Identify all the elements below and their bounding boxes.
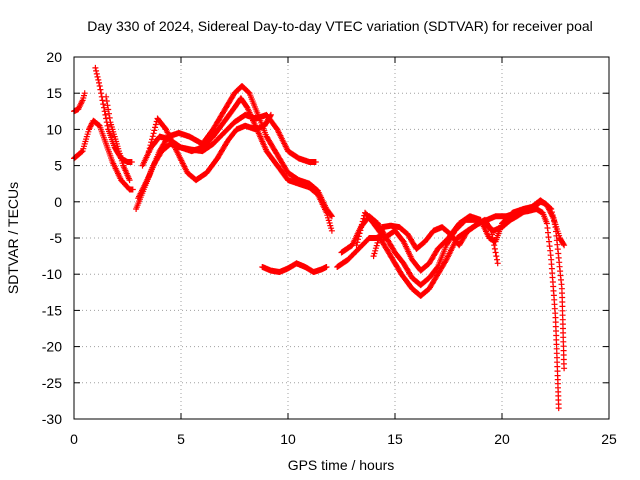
plot-frame (73, 56, 610, 420)
series-markers (259, 260, 330, 275)
y-tick-labels: 20 15 10 5 0 -5 -10 -15 -20 -25 -30 (42, 49, 62, 427)
series-markers (103, 93, 133, 184)
y-tick-label: 20 (46, 49, 62, 65)
x-axis-label: GPS time / hours (288, 457, 395, 473)
series-markers (145, 111, 274, 184)
x-tick-labels: 0 5 10 15 20 25 (70, 431, 617, 447)
y-tick-label: -25 (42, 375, 62, 391)
chart-title: Day 330 of 2024, Sidereal Day-to-day VTE… (87, 18, 593, 34)
y-tick-label: -15 (42, 302, 62, 318)
series-track-h (145, 111, 274, 184)
grid-lines (74, 57, 609, 419)
series-track-f (135, 83, 335, 220)
series-markers (135, 83, 335, 220)
y-tick-label: 0 (54, 194, 62, 210)
x-tick-label: 5 (177, 431, 185, 447)
y-tick-label: -10 (42, 266, 62, 282)
series-track-m (370, 216, 501, 267)
y-tick-label: 15 (46, 85, 62, 101)
y-tick-label: -5 (50, 230, 63, 246)
x-tick-label: 20 (494, 431, 510, 447)
series-track-c (92, 64, 135, 165)
x-tick-label: 15 (387, 431, 403, 447)
series-track-i (259, 260, 330, 275)
series-markers (370, 216, 501, 267)
data-series (71, 64, 568, 412)
series-markers (92, 64, 135, 165)
series-markers (139, 111, 319, 169)
y-tick-label: -30 (42, 411, 62, 427)
series-track-d (103, 93, 133, 184)
x-tick-label: 25 (601, 431, 617, 447)
y-tick-label: -20 (42, 339, 62, 355)
x-tick-label: 0 (70, 431, 78, 447)
series-track-g (139, 111, 319, 169)
y-tick-label: 10 (46, 121, 62, 137)
x-tick-label: 10 (280, 431, 296, 447)
y-axis-label: SDTVAR / TECUs (5, 182, 21, 294)
y-tick-label: 5 (54, 158, 62, 174)
series-track-e (133, 95, 335, 234)
series-markers (133, 95, 335, 234)
